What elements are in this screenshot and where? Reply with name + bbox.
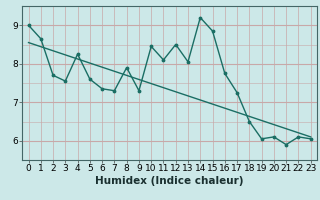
X-axis label: Humidex (Indice chaleur): Humidex (Indice chaleur) bbox=[95, 176, 244, 186]
